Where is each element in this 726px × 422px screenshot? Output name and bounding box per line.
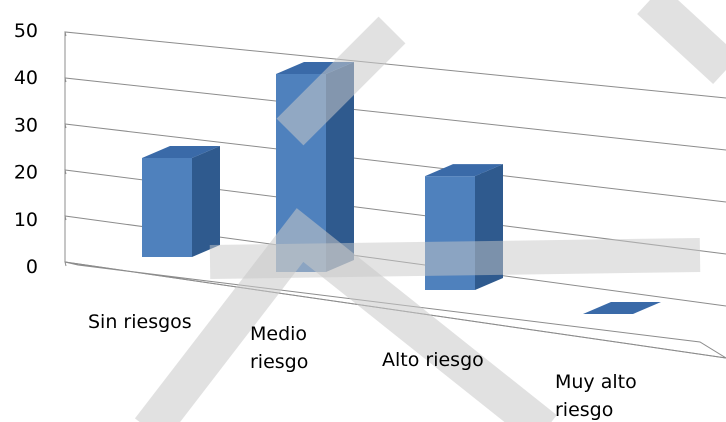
bar-side	[192, 146, 220, 257]
y-tick-label: 40	[14, 67, 38, 89]
category-label-line: Medio	[250, 323, 307, 345]
bar	[583, 302, 661, 314]
y-tick-label: 50	[14, 20, 38, 42]
category-label-line: Muy alto	[555, 371, 637, 393]
floor-outline	[64, 261, 726, 359]
category-label: Sin riesgos	[88, 311, 192, 333]
category-label-line: riesgo	[250, 351, 308, 373]
category-label-line: Alto riesgo	[382, 349, 484, 371]
y-axis-tick-labels: 0 10 20 30 40 50	[14, 20, 38, 278]
bar	[142, 146, 220, 257]
bar-top	[425, 164, 503, 177]
watermark-chevron	[134, 208, 557, 422]
category-label-line: Sin riesgos	[88, 311, 192, 333]
y-tick-label: 0	[26, 256, 38, 278]
y-tick-label: 20	[14, 162, 38, 184]
bar-top	[142, 146, 220, 158]
gridline	[64, 77, 726, 151]
watermark-diagonal-top	[276, 16, 406, 146]
watermark-corner	[637, 0, 726, 84]
category-label: Muy alto riesgo	[555, 371, 637, 421]
y-tick-label: 30	[14, 114, 38, 136]
category-label: Alto riesgo	[382, 349, 484, 371]
watermark	[134, 0, 726, 422]
chart-floor	[64, 261, 726, 359]
watermark-bar	[209, 238, 701, 279]
bar-top	[583, 302, 661, 314]
x-axis-category-labels: Sin riesgos Medio riesgo Alto riesgo Muy alt…	[88, 311, 637, 421]
y-tick-label: 10	[14, 209, 38, 231]
category-label: Medio riesgo	[250, 323, 308, 373]
category-label-line: riesgo	[555, 399, 613, 421]
bar-front	[142, 158, 192, 257]
